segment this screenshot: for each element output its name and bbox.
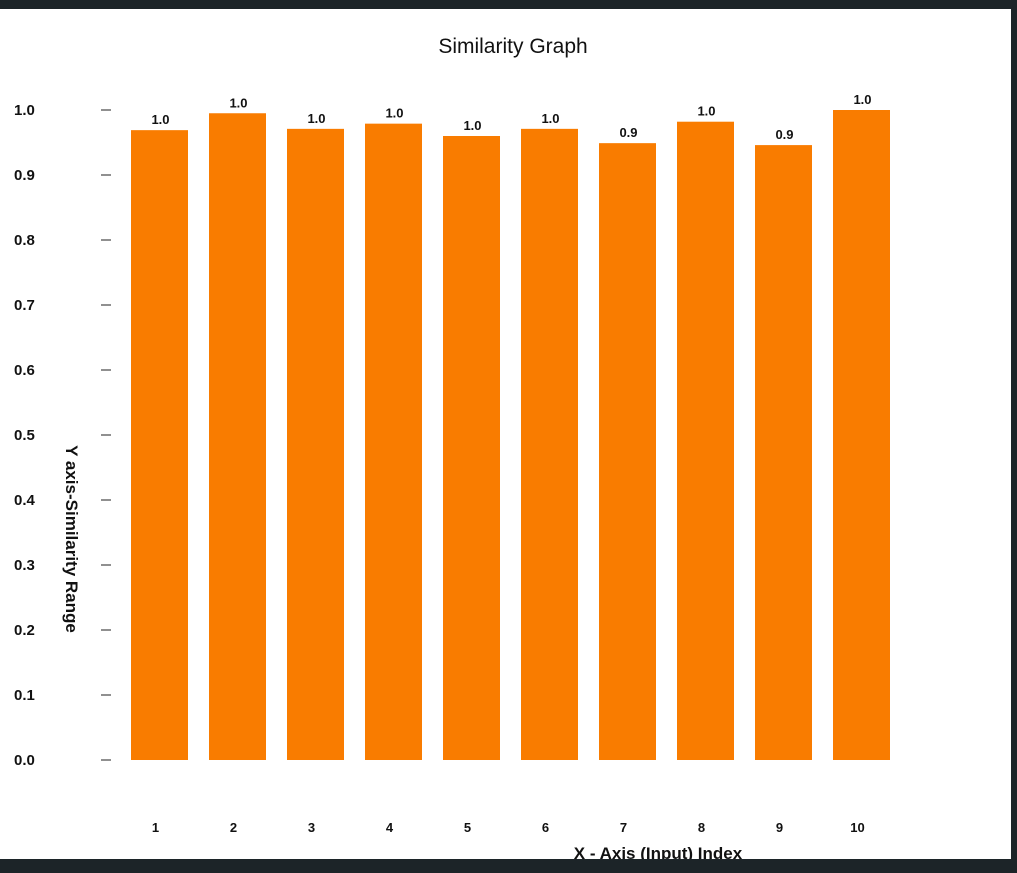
- y-tick-label: 0.4: [14, 492, 36, 509]
- data-label: 0.9: [775, 127, 793, 142]
- bar-chart: Similarity Graph 0.00.10.20.30.40.50.60.…: [14, 35, 890, 859]
- bar: [209, 113, 266, 760]
- bar: [443, 136, 500, 760]
- x-axis: 1 2 3 4 5 6 7 8 9 10: [152, 820, 865, 835]
- chart-title: Similarity Graph: [438, 35, 587, 58]
- x-tick-label: 1: [152, 820, 159, 835]
- data-label: 1.0: [307, 111, 325, 126]
- data-label: 1.0: [463, 118, 481, 133]
- bars: 1.0 1.0 1.0 1.0 1.0 1.0 0.9 1.0 0.9 1.0: [131, 92, 890, 761]
- data-label: 1.0: [541, 111, 559, 126]
- x-tick-label: 4: [386, 820, 394, 835]
- y-tick-label: 0.0: [14, 752, 35, 769]
- x-tick-label: 2: [230, 820, 237, 835]
- bar: [521, 128, 578, 761]
- x-tick-label: 6: [542, 820, 549, 835]
- y-axis-label: Y axis-Similarity Range: [62, 445, 81, 633]
- bar: [599, 143, 656, 760]
- y-tick-label: 0.3: [14, 557, 35, 574]
- x-axis-label: X - Axis (Input) Index: [574, 844, 743, 859]
- y-tick-label: 0.5: [14, 427, 35, 444]
- x-tick-label: 9: [776, 820, 783, 835]
- y-tick-label: 1.0: [14, 102, 35, 119]
- bar: [287, 128, 344, 761]
- y-tick-label: 0.9: [14, 167, 35, 184]
- data-label: 0.9: [619, 125, 637, 140]
- x-tick-label: 7: [620, 820, 627, 835]
- x-tick-label: 5: [464, 820, 471, 835]
- bar: [833, 110, 890, 760]
- chart-panel: Similarity Graph 0.0 0.1 0.2 0.3 0.4 0.5 0.6 0.…: [0, 9, 1011, 859]
- data-label: 1.0: [229, 95, 247, 110]
- data-label: 1.0: [697, 104, 715, 119]
- y-tick-label: 0.8: [14, 232, 35, 249]
- bar: [755, 145, 812, 761]
- y-tick-label: 0.1: [14, 687, 35, 704]
- y-tick-label: 0.7: [14, 297, 35, 314]
- y-tick-label: 0.6: [14, 362, 35, 379]
- bar: [131, 130, 188, 760]
- x-tick-label: 10: [850, 820, 864, 835]
- data-label: 1.0: [385, 106, 403, 121]
- y-tick-label: 0.2: [14, 622, 35, 639]
- x-tick-label: 8: [698, 820, 705, 835]
- bar: [365, 123, 422, 760]
- y-axis: 0.0 0.1 0.2 0.3 0.4 0.5 0.6 0.7 0.8 0.9 1.0: [14, 102, 111, 769]
- data-label: 1.0: [853, 92, 871, 107]
- data-label: 1.0: [151, 112, 169, 127]
- bar: [677, 121, 734, 760]
- x-tick-label: 3: [308, 820, 315, 835]
